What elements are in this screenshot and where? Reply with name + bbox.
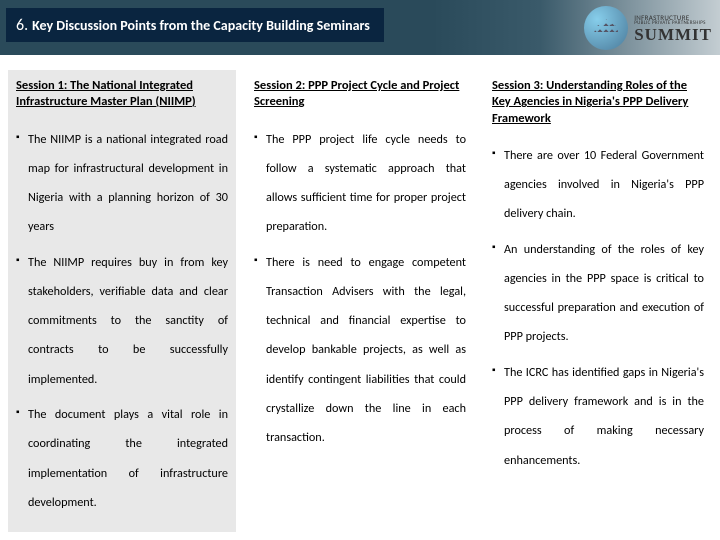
column-session-1: Session 1: The National Integrated Infra…	[8, 70, 236, 532]
bullet-item: The ICRC has identified gaps in Nigeria'…	[492, 358, 704, 475]
bullet-item: There is need to engage competent Transa…	[254, 248, 466, 453]
logo-text: INFRASTRUCTURE PUBLIC PRIVATE PARTNERSHI…	[634, 14, 712, 43]
session-3-bullets: There are over 10 Federal Government age…	[492, 141, 704, 475]
bullet-item: An understanding of the roles of key age…	[492, 235, 704, 352]
header-bar: 6. Key Discussion Points from the Capaci…	[6, 8, 384, 42]
summit-city-icon	[584, 6, 628, 50]
logo-area: INFRASTRUCTURE PUBLIC PRIVATE PARTNERSHI…	[584, 4, 712, 52]
header-title: Key Discussion Points from the Capacity …	[32, 17, 370, 34]
session-2-bullets: The PPP project life cycle needs to foll…	[254, 125, 466, 453]
bullet-item: The NIIMP is a national integrated road …	[16, 125, 228, 242]
bullet-item: The document plays a vital role in coord…	[16, 400, 228, 517]
column-session-2: Session 2: PPP Project Cycle and Project…	[246, 70, 474, 532]
column-session-3: Session 3: Understanding Roles of the Ke…	[484, 70, 712, 532]
columns-container: Session 1: The National Integrated Infra…	[8, 70, 712, 532]
session-3-title: Session 3: Understanding Roles of the Ke…	[492, 78, 704, 127]
logo-main: SUMMIT	[634, 26, 712, 43]
bullet-item: There are over 10 Federal Government age…	[492, 141, 704, 229]
session-1-bullets: The NIIMP is a national integrated road …	[16, 125, 228, 518]
bullet-item: The NIIMP requires buy in from key stake…	[16, 248, 228, 394]
bullet-item: The PPP project life cycle needs to foll…	[254, 125, 466, 242]
header-number: 6.	[16, 16, 28, 35]
session-1-title: Session 1: The National Integrated Infra…	[16, 78, 228, 111]
session-2-title: Session 2: PPP Project Cycle and Project…	[254, 78, 466, 111]
